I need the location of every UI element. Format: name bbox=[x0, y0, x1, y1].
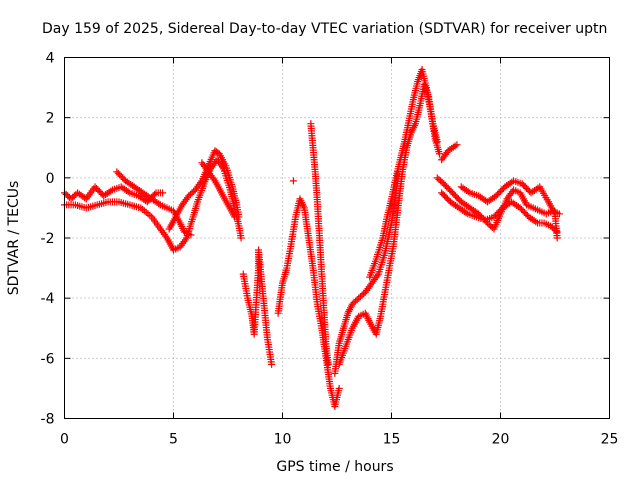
data-point bbox=[348, 300, 356, 308]
tick-labels: 0 5 10 15 20 25 -8 -6 -4 -2 0 2 4 bbox=[41, 51, 619, 448]
data-point bbox=[435, 150, 443, 158]
data-point bbox=[231, 213, 239, 221]
x-tick-label: 0 bbox=[60, 432, 69, 448]
data-point bbox=[237, 234, 245, 242]
data-point bbox=[64, 192, 72, 200]
y-tick-label: 4 bbox=[46, 51, 55, 67]
x-tick-label: 15 bbox=[383, 432, 401, 448]
plot-frame bbox=[64, 57, 610, 419]
chart-title: Day 159 of 2025, Sidereal Day-to-day VTE… bbox=[42, 21, 607, 37]
data-point bbox=[187, 231, 195, 239]
y-tick-label: -6 bbox=[41, 351, 55, 367]
y-tick-label: -4 bbox=[41, 291, 55, 307]
data-point bbox=[358, 291, 366, 299]
data-point bbox=[350, 299, 358, 307]
y-tick-label: -2 bbox=[41, 231, 55, 247]
data-point bbox=[185, 192, 193, 200]
data-point bbox=[69, 193, 77, 201]
data-point bbox=[289, 177, 297, 185]
data-point bbox=[485, 220, 493, 228]
data-point bbox=[188, 189, 196, 197]
data-point bbox=[70, 192, 78, 200]
data-point bbox=[453, 141, 461, 149]
x-axis-label: GPS time / hours bbox=[276, 459, 393, 475]
y-tick-label: 2 bbox=[46, 111, 55, 127]
y-axis-label: SDTVAR / TECUs bbox=[6, 181, 22, 296]
data-point bbox=[335, 384, 343, 392]
x-tick-label: 20 bbox=[492, 432, 510, 448]
data-point bbox=[548, 223, 556, 231]
data-point bbox=[438, 178, 446, 186]
data-point bbox=[62, 190, 70, 198]
data-point bbox=[159, 189, 167, 197]
data-point bbox=[433, 174, 441, 182]
data-point bbox=[487, 222, 495, 230]
x-tick-label: 5 bbox=[169, 432, 178, 448]
data-point bbox=[186, 190, 194, 198]
data-point bbox=[352, 297, 360, 305]
data-point bbox=[190, 187, 198, 195]
y-tick-label: -8 bbox=[41, 412, 55, 428]
data-point bbox=[353, 296, 361, 304]
data-point bbox=[355, 294, 363, 302]
data-point bbox=[356, 293, 364, 301]
x-tick-label: 10 bbox=[274, 432, 292, 448]
data-point bbox=[151, 190, 159, 198]
data-point bbox=[437, 177, 445, 185]
data-point bbox=[324, 360, 332, 368]
data-point bbox=[553, 234, 561, 242]
x-tick-label: 25 bbox=[601, 432, 619, 448]
data-point bbox=[435, 175, 443, 183]
data-point bbox=[360, 290, 368, 298]
data-point bbox=[268, 360, 276, 368]
y-tick-label: 0 bbox=[46, 171, 55, 187]
data-points bbox=[61, 66, 563, 410]
data-point bbox=[67, 195, 75, 203]
